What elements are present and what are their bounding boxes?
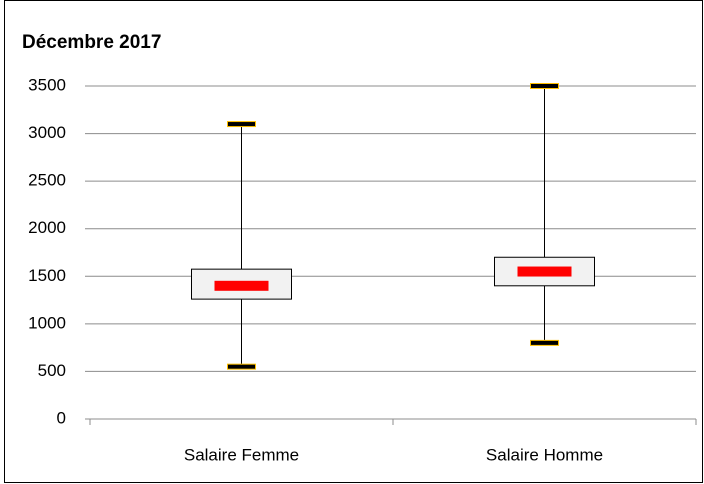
median xyxy=(517,266,572,277)
whisker-cap xyxy=(227,363,256,370)
y-tick-label: 500 xyxy=(38,361,66,380)
y-tick-label: 1000 xyxy=(28,313,66,332)
whisker-cap xyxy=(530,83,559,89)
x-tick-label: Salaire Femme xyxy=(184,445,299,464)
chart-title: Décembre 2017 xyxy=(22,32,161,53)
y-tick-label: 2000 xyxy=(28,218,66,237)
y-tick-label: 3000 xyxy=(28,123,66,142)
x-tick-label: Salaire Homme xyxy=(486,445,603,464)
whisker-cap xyxy=(227,121,256,128)
y-tick-label: 3500 xyxy=(28,75,66,94)
y-tick-label: 2500 xyxy=(28,171,66,190)
chart-frame xyxy=(4,0,703,483)
y-tick-label: 0 xyxy=(57,408,66,427)
whisker-cap xyxy=(530,339,559,346)
y-tick-label: 1500 xyxy=(28,266,66,285)
median xyxy=(214,280,269,291)
